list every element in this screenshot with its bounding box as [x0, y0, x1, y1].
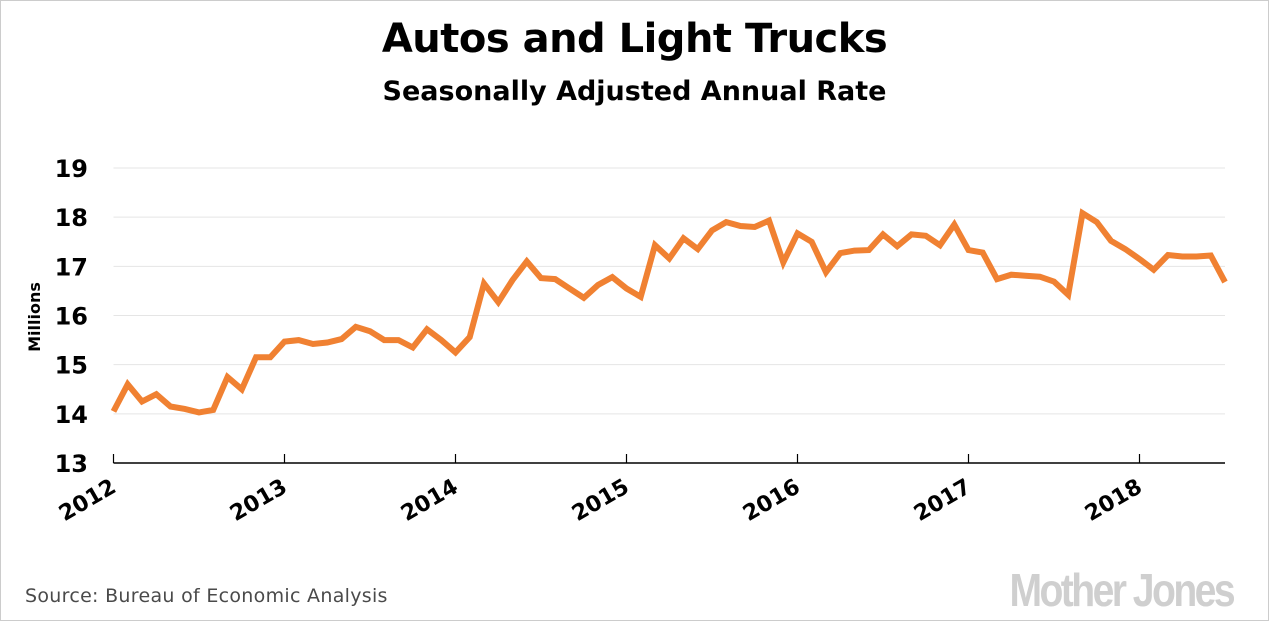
y-tick-label: 16: [55, 303, 88, 331]
series-line: [110, 208, 1228, 416]
y-tick-label: 19: [55, 155, 88, 183]
x-tick-label: 2013: [226, 475, 292, 527]
chart-title: Autos and Light Trucks: [381, 16, 888, 62]
y-axis-ticks: 13 14 15 16 17 18 19: [55, 155, 88, 478]
x-tick-label: 2012: [55, 475, 121, 527]
x-tick-label: 2015: [568, 475, 634, 527]
x-tick-label: 2016: [739, 475, 805, 527]
x-tick-label: 2017: [910, 475, 976, 527]
y-tick-label: 18: [55, 204, 88, 232]
gridlines: [113, 167, 1225, 415]
chart-subtitle: Seasonally Adjusted Annual Rate: [382, 76, 887, 107]
source-note: Source: Bureau of Economic Analysis: [25, 585, 388, 607]
mother-jones-logo: Mother Jones: [1009, 564, 1235, 616]
x-axis-ticks: 2012 2013 2014 2015 2016 2017 2018: [55, 454, 1147, 527]
series: [110, 208, 1228, 416]
x-tick-label: 2014: [397, 475, 463, 527]
y-tick-label: 13: [55, 450, 88, 478]
y-axis-label: Millions: [25, 282, 44, 352]
x-tick-label: 2018: [1081, 475, 1147, 527]
y-tick-label: 15: [55, 352, 88, 380]
y-tick-label: 17: [55, 253, 88, 281]
y-tick-label: 14: [55, 401, 88, 429]
